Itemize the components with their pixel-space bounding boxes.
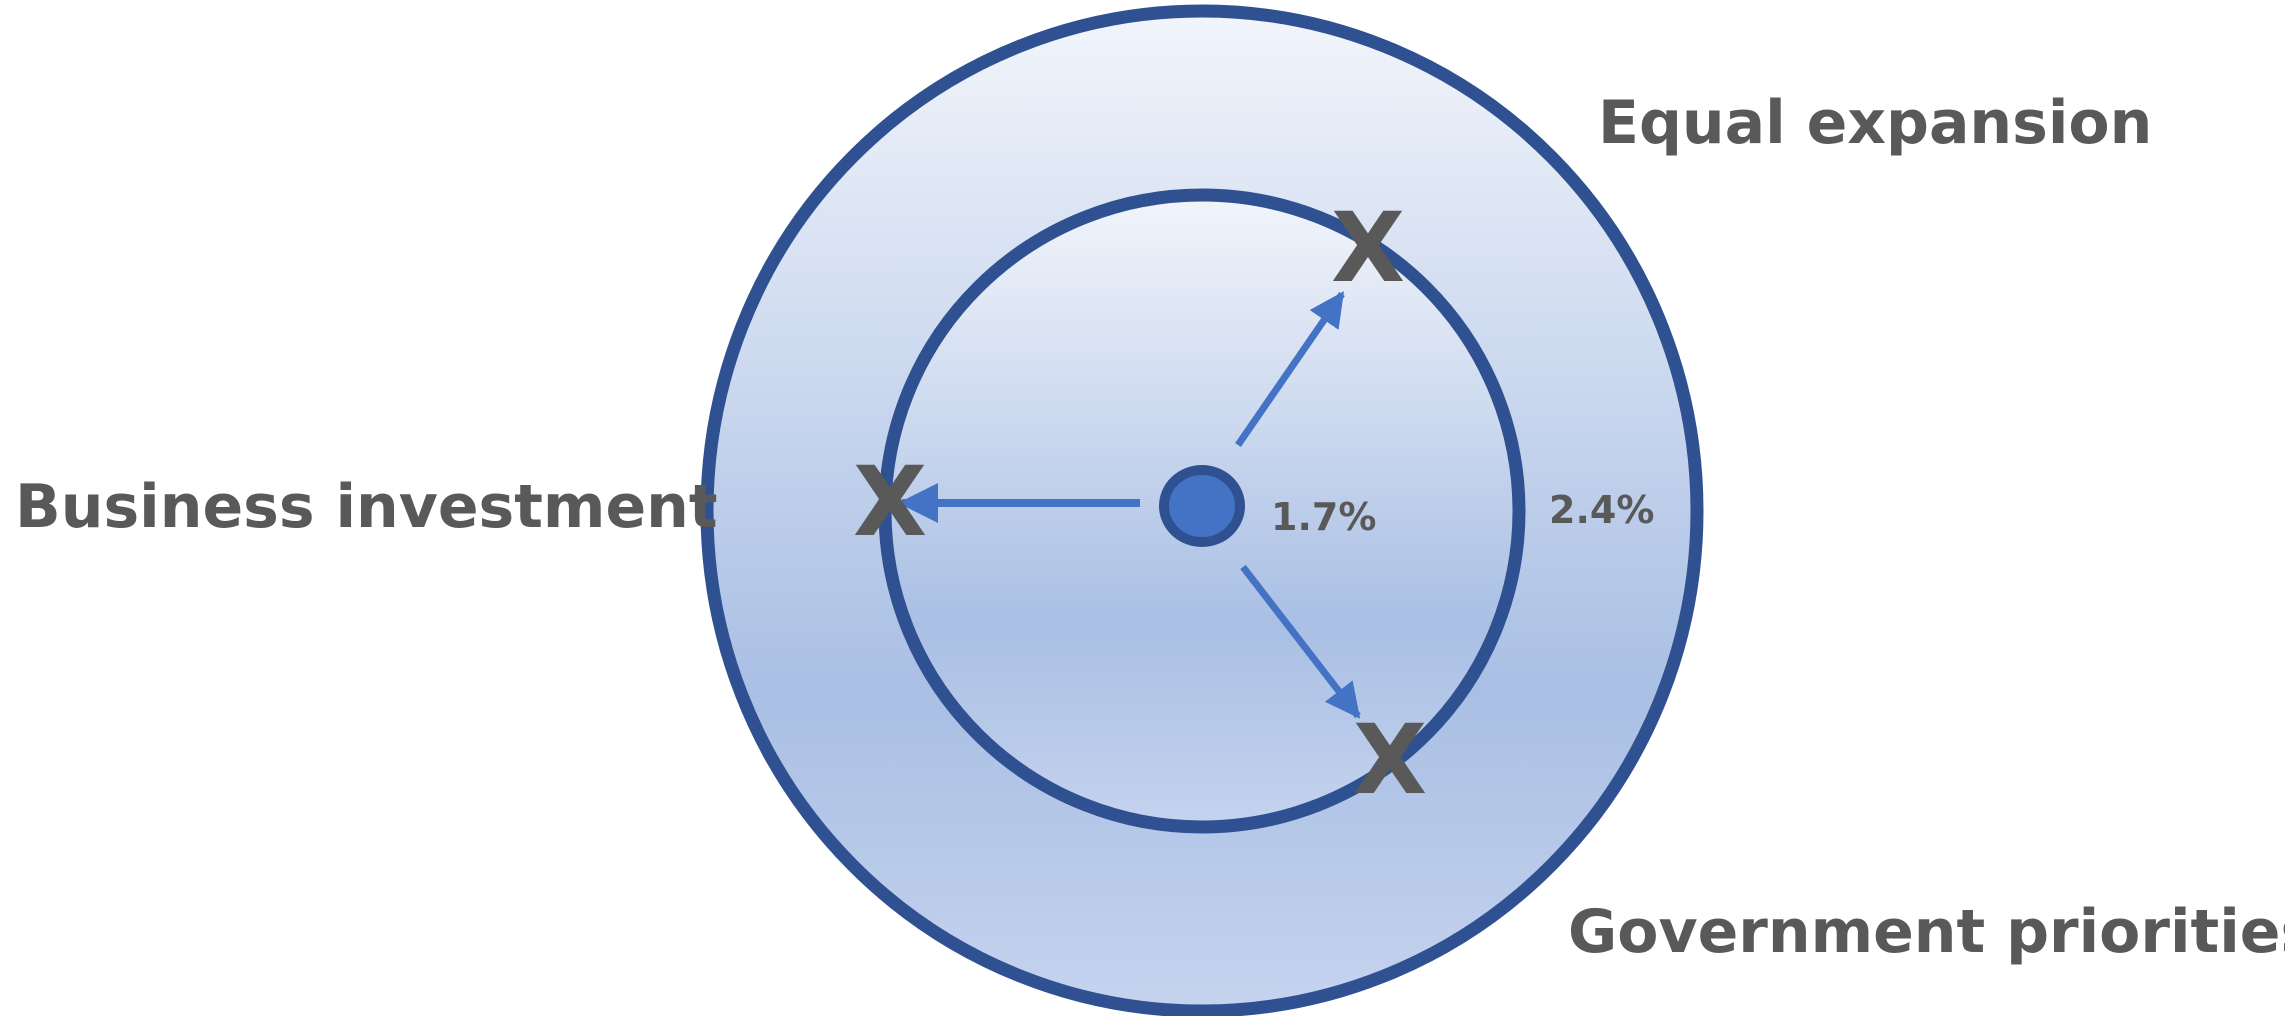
label-business-investment: Business investment (15, 472, 718, 542)
arrow-to-equal-expansion (1235, 291, 1345, 447)
label-equal-expansion: Equal expansion (1598, 88, 2152, 158)
arrow-to-government-priorities (1240, 564, 1361, 719)
x-marker-equal-expansion: X (1331, 192, 1405, 304)
outer-rate-label: 2.4% (1549, 488, 1654, 532)
x-marker-government-priorities: X (1353, 704, 1427, 816)
inner-rate-label: 1.7% (1271, 495, 1376, 539)
label-government-priorities: Government priorities (1568, 897, 2285, 967)
center-point (1159, 465, 1245, 547)
x-marker-business-investment: X (853, 446, 927, 558)
